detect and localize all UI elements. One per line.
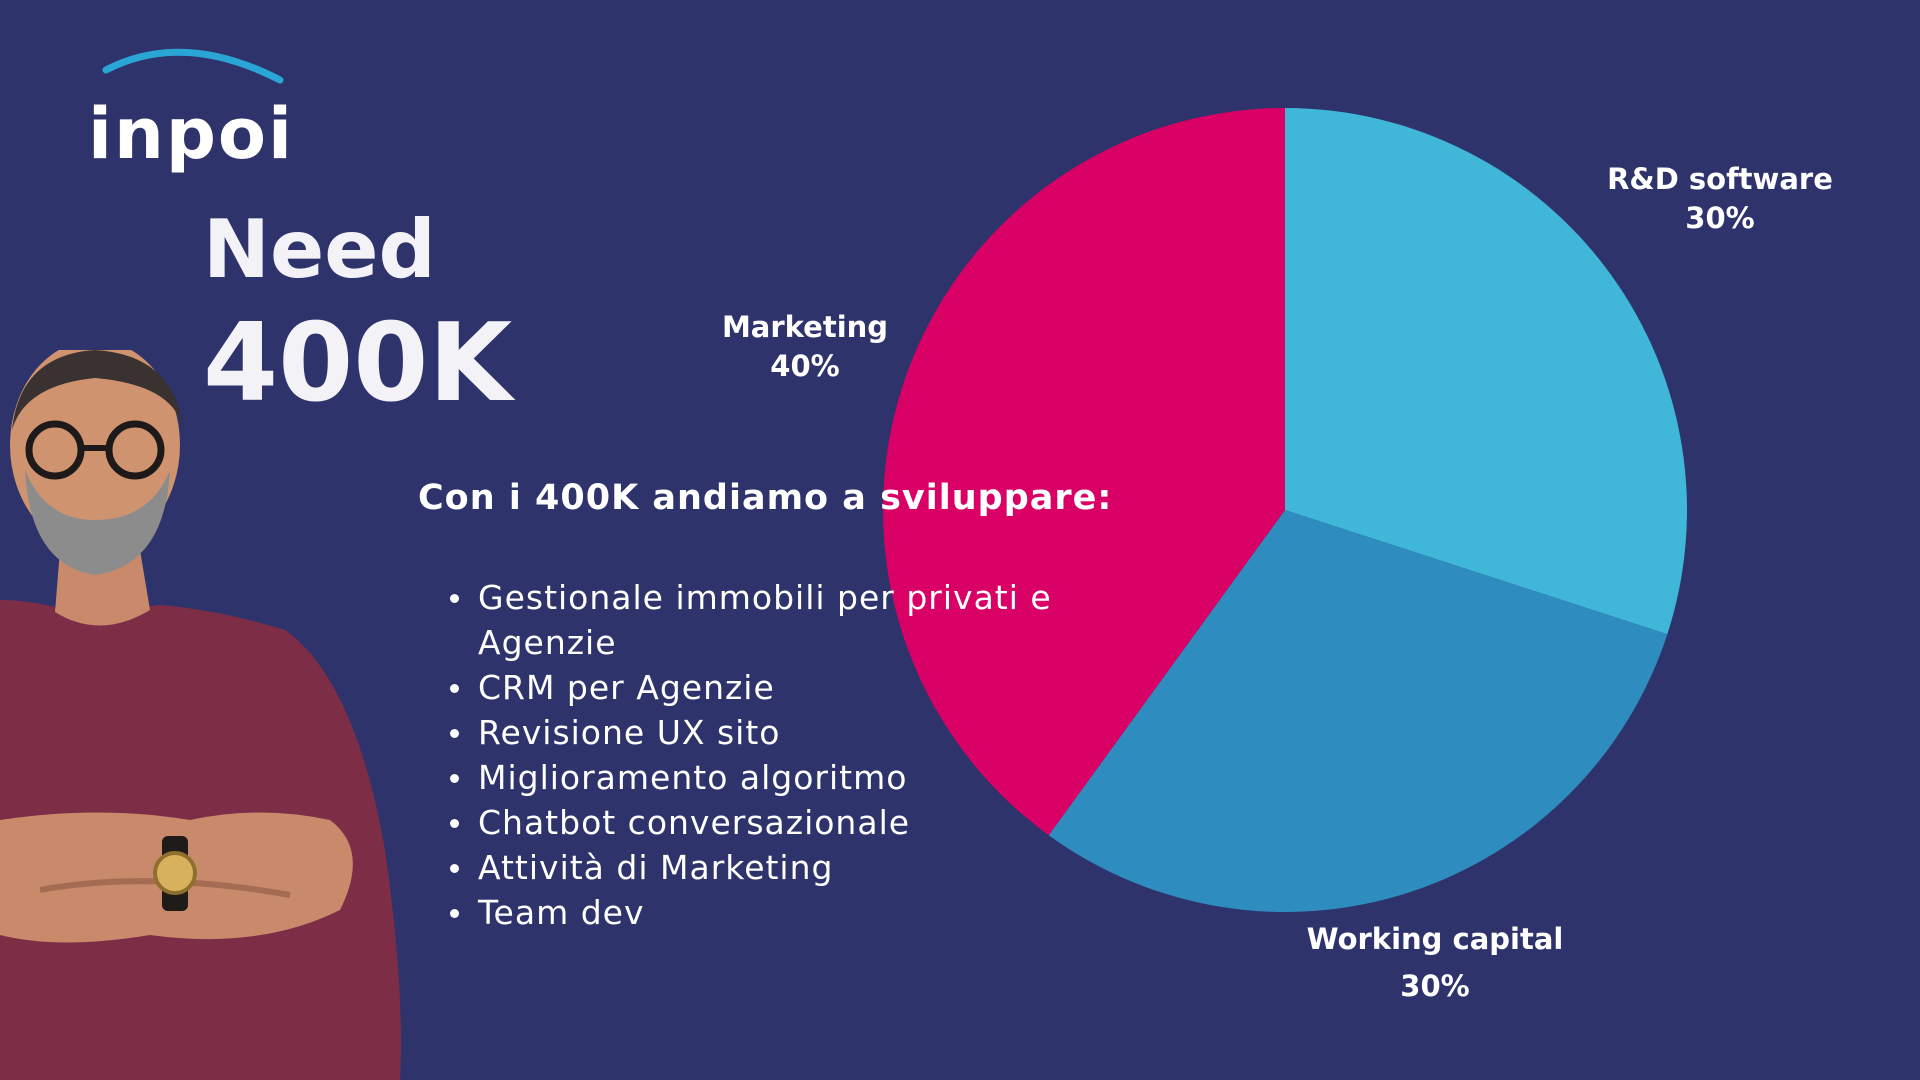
pie-label-rd-software-name: R&D software — [1607, 162, 1833, 196]
development-list: Gestionale immobili per privati e Agenzi… — [418, 575, 1098, 935]
inpoi-logo: inpoi — [88, 48, 294, 175]
pie-label-marketing: Marketing 40% — [690, 308, 920, 386]
pie-slice-r-d-software — [1285, 108, 1687, 635]
pie-label-marketing-name: Marketing — [721, 310, 889, 344]
list-item: Miglioramento algoritmo — [450, 755, 1098, 800]
logo-text: inpoi — [88, 93, 294, 175]
pie-label-rd-software: R&D software 30% — [1570, 160, 1870, 238]
headline-need: Need — [203, 203, 436, 296]
list-item: Chatbot conversazionale — [450, 800, 1098, 845]
list-item: CRM per Agenzie — [450, 665, 1098, 710]
list-item: Team dev — [450, 890, 1098, 935]
person-beard — [25, 470, 170, 575]
person-photo — [0, 350, 401, 1080]
pie-label-working-capital: Working capital 30% — [1280, 920, 1590, 1006]
list-item: Gestionale immobili per privati e Agenzi… — [450, 575, 1098, 665]
person-watch-icon — [153, 851, 197, 895]
pie-label-rd-software-value: 30% — [1685, 201, 1755, 236]
list-item: Revisione UX sito — [450, 710, 1098, 755]
list-item: Attività di Marketing — [450, 845, 1098, 890]
pie-slice-working-capital — [1048, 510, 1668, 912]
intro-text: Con i 400K andiamo a sviluppare: — [418, 478, 1113, 518]
pie-label-marketing-value: 40% — [770, 349, 840, 384]
pie-slice-marketing — [883, 108, 1285, 836]
pie-label-working-capital-name: Working capital — [1306, 922, 1564, 956]
pie-label-working-capital-value: 30% — [1400, 969, 1470, 1004]
headline-amount: 400K — [203, 301, 513, 426]
person-hair — [12, 350, 183, 430]
logo-arc — [102, 48, 284, 84]
